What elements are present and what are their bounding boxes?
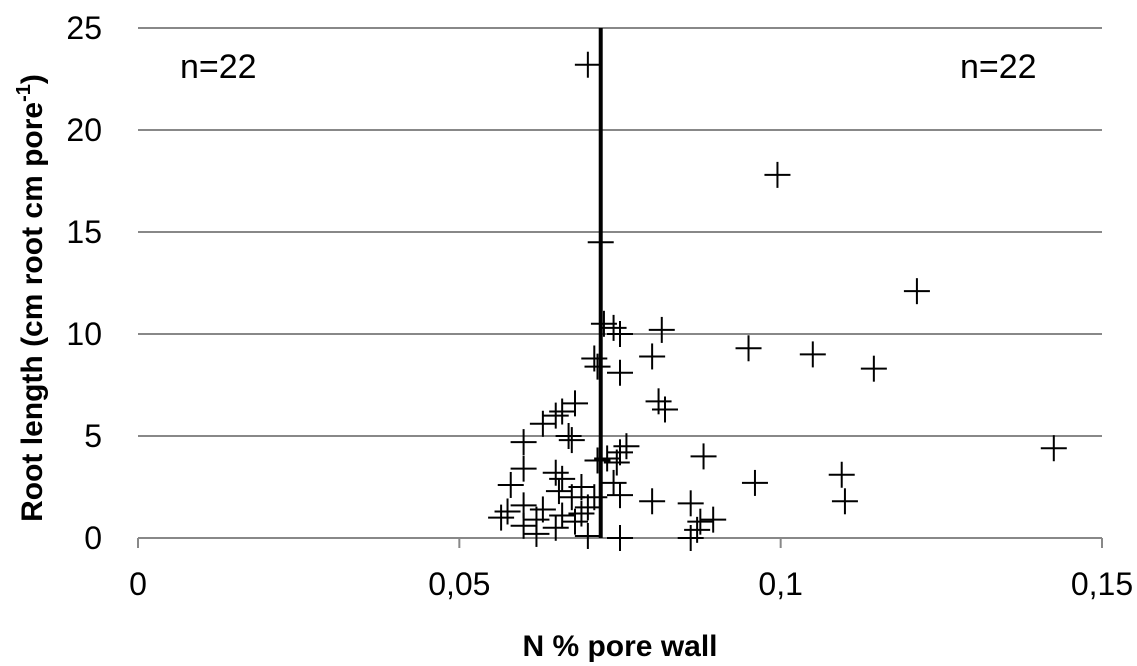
data-point [584, 353, 611, 380]
data-point [831, 488, 858, 515]
y-axis-title-main: Root length (cm root cm pore [16, 102, 49, 522]
data-point [607, 525, 633, 551]
y-tick-label: 15 [66, 214, 102, 250]
x-axis-ticks: 0 0,05 0,1 0,15 [129, 538, 1133, 602]
data-point [581, 484, 608, 511]
data-point [764, 161, 791, 188]
data-point [607, 482, 633, 509]
y-tick-label: 0 [84, 520, 102, 556]
y-tick-label: 25 [66, 10, 102, 46]
data-point [549, 398, 576, 425]
x-axis-title: N % pore wall [522, 630, 717, 663]
annotation-right: n=22 [960, 48, 1037, 86]
data-point [613, 433, 640, 460]
data-point [607, 359, 633, 386]
data-point [607, 439, 633, 466]
data-point [542, 514, 569, 541]
data-point [700, 506, 727, 533]
annotation-left: n=22 [180, 48, 257, 86]
data-point [603, 449, 630, 476]
data-point [903, 278, 930, 305]
data-point [735, 335, 762, 362]
data-point [549, 502, 576, 529]
data-point [860, 355, 887, 382]
y-tick-label: 10 [66, 316, 102, 352]
data-point [607, 321, 633, 347]
x-tick-label: 0,15 [1071, 566, 1133, 602]
data-point [529, 496, 556, 523]
y-tick-label: 20 [66, 112, 102, 148]
data-point [558, 484, 585, 511]
data-point [600, 469, 627, 496]
data-point [494, 498, 521, 525]
data-point [584, 447, 611, 474]
data-point [600, 314, 627, 341]
x-tick-label: 0 [129, 566, 147, 602]
x-tick-label: 0,1 [758, 566, 802, 602]
data-point [574, 51, 601, 78]
data-point [651, 396, 678, 423]
data-point [558, 427, 585, 454]
data-point [828, 461, 855, 488]
data-point [639, 343, 666, 370]
data-point [799, 341, 826, 368]
data-point [542, 459, 569, 486]
y-tick-label: 5 [84, 418, 102, 454]
data-point [510, 455, 537, 482]
data-point [555, 423, 582, 449]
data-point [523, 520, 550, 547]
data-point [497, 471, 524, 498]
data-point [549, 465, 576, 492]
data-point [677, 525, 704, 551]
data-point [648, 316, 675, 343]
data-point [574, 522, 601, 549]
data-point [488, 504, 515, 531]
data-point [574, 494, 601, 521]
data-point [562, 508, 589, 535]
y-axis-title-end: ) [16, 74, 49, 84]
y-axis-title-superscript: -1 [13, 84, 35, 102]
data-point [545, 478, 572, 505]
x-tick-label: 0,05 [428, 566, 490, 602]
data-point [677, 490, 704, 517]
data-point [510, 429, 537, 456]
data-point [690, 443, 717, 470]
data-point [1040, 435, 1067, 462]
y-axis-title: Root length (cm root cm pore-1) [13, 74, 49, 522]
data-point [529, 410, 556, 437]
data-point [741, 469, 768, 496]
grid-lines [138, 27, 1102, 437]
data-point [639, 488, 666, 515]
data-points [488, 51, 1067, 551]
y-axis-ticks: 0 5 10 15 20 25 [66, 10, 102, 556]
